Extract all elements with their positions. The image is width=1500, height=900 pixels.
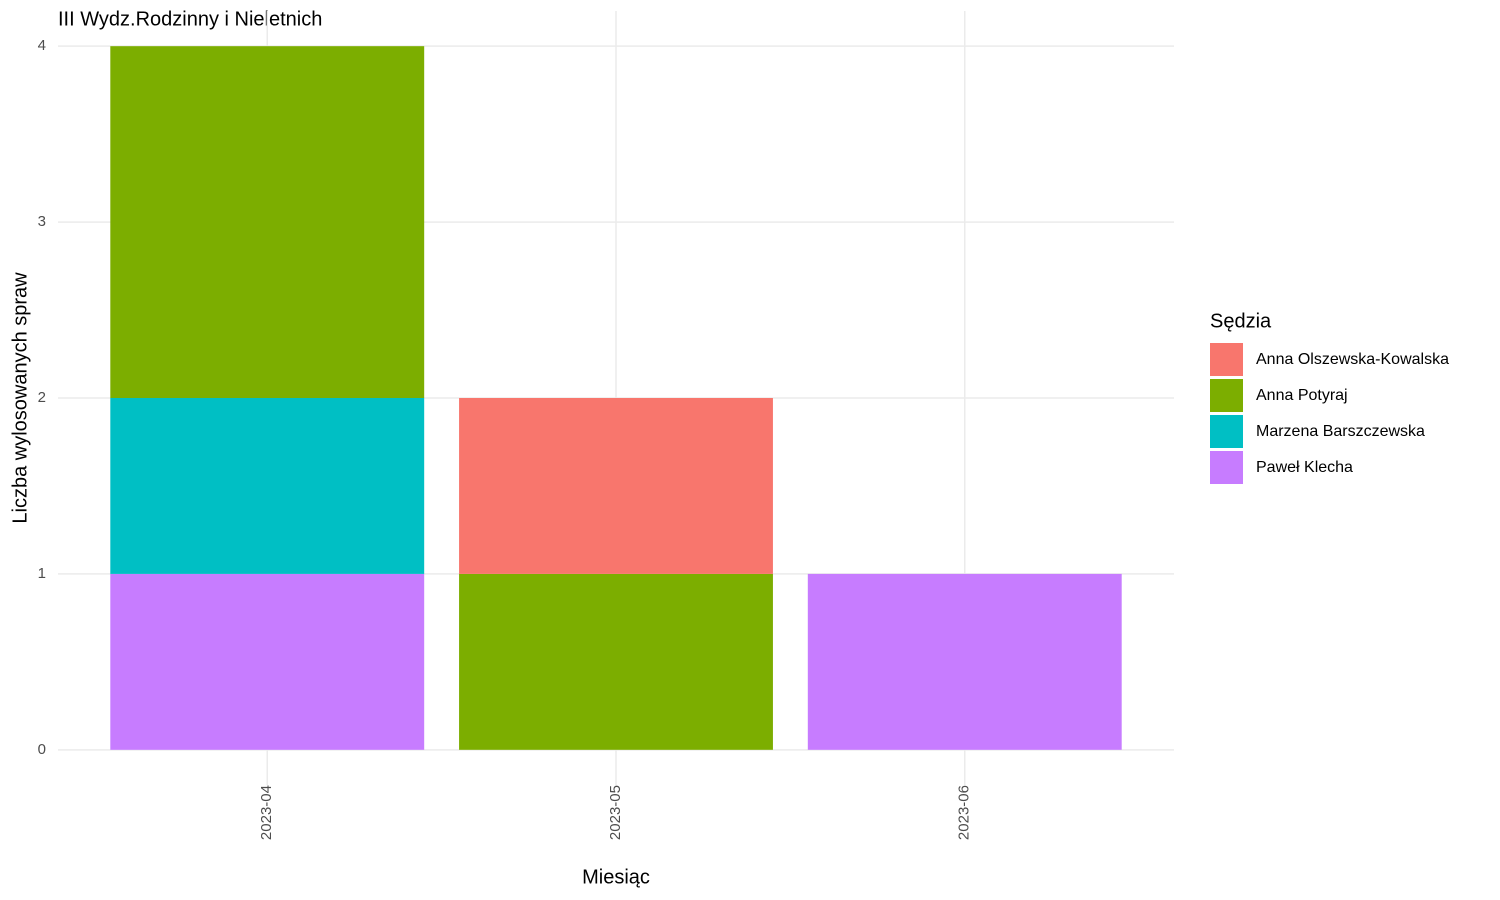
legend-key (1210, 451, 1243, 484)
legend-label: Paweł Klecha (1256, 459, 1353, 476)
bar-segment (110, 398, 425, 574)
x-tick-label: 2023-05 (607, 785, 624, 840)
bar-segment (807, 573, 1122, 750)
chart-title: III Wydz.Rodzinny i Nieletnich (58, 8, 322, 30)
y-tick-label: 2 (38, 389, 46, 406)
x-tick-label: 2023-06 (956, 785, 973, 840)
bar-segment (110, 46, 425, 398)
bar-segment (110, 573, 425, 750)
y-tick-label: 0 (38, 741, 46, 758)
legend-key (1210, 379, 1243, 412)
bar-segment (459, 398, 773, 574)
legend-key (1210, 343, 1243, 376)
legend-label: Marzena Barszczewska (1256, 423, 1425, 440)
bar-segment (459, 573, 773, 750)
legend-key (1210, 415, 1243, 448)
y-tick-label: 4 (38, 37, 46, 54)
y-tick-label: 1 (38, 565, 46, 582)
legend-title: Sędzia (1210, 310, 1272, 332)
x-tick-label: 2023-04 (258, 785, 275, 840)
y-axis-title: Liczba wylosowanych spraw (9, 272, 31, 524)
legend-label: Anna Potyraj (1256, 387, 1348, 404)
y-tick-label: 3 (38, 213, 46, 230)
legend-label: Anna Olszewska-Kowalska (1256, 351, 1449, 368)
x-axis-title: Miesiąc (582, 866, 650, 888)
